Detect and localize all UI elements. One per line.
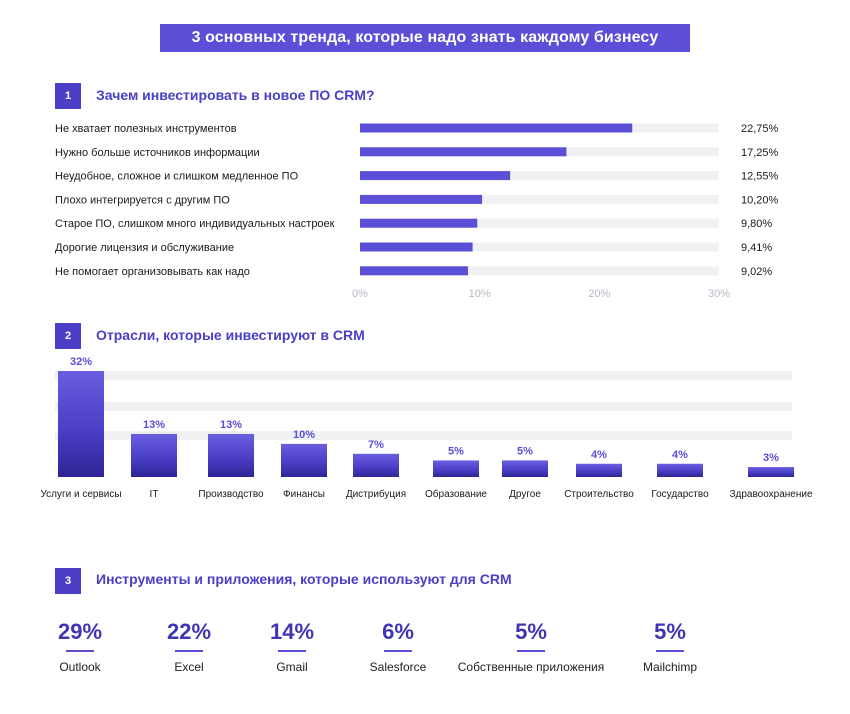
tool-percent: 22% (166, 619, 212, 644)
tool-stat-salesforce: 6% Salesforce (328, 619, 468, 674)
page-title: 3 основных тренда, которые надо знать ка… (160, 24, 690, 52)
category-label: Финансы (283, 489, 325, 500)
value-label: 32% (70, 356, 92, 368)
category-label: Неудобное, сложное и слишком медленное П… (55, 171, 299, 183)
category-label: Дорогие лицензия и обслуживание (55, 242, 234, 254)
value-label: 5% (448, 445, 464, 457)
tool-divider (175, 650, 203, 652)
bar (281, 443, 327, 477)
tool-stat-gmail: 14% Gmail (222, 619, 362, 674)
category-label: Государство (651, 489, 709, 500)
value-label: 9,02% (741, 266, 772, 278)
tool-stat-custom-apps: 5% Собственные приложения (456, 619, 606, 674)
value-label: 4% (591, 449, 607, 461)
category-label: Не помогает организовывать как надо (55, 266, 250, 278)
category-label: Производство (198, 489, 264, 500)
bar-track (360, 194, 719, 204)
bar (360, 242, 473, 252)
value-label: 10,20% (741, 194, 779, 206)
tool-divider (517, 650, 545, 652)
tool-percent: 5% (515, 619, 547, 644)
tool-stat-mailchimp: 5% Mailchimp (600, 619, 740, 674)
value-label: 4% (672, 449, 688, 461)
bar (502, 460, 548, 477)
value-label: 12,55% (741, 171, 779, 183)
tool-stat-outlook: 29% Outlook (10, 619, 150, 674)
tool-divider (278, 650, 306, 652)
tick-label: 10% (469, 288, 491, 300)
tick-label: 0% (352, 288, 368, 300)
value-label: 9,80% (741, 218, 772, 230)
tool-name: Gmail (276, 659, 308, 674)
bar (131, 433, 177, 477)
bar (208, 433, 254, 477)
section-3-badge: 3 (55, 568, 81, 594)
section-2-title: Отрасли, которые инвестируют в CRM (96, 327, 365, 343)
category-label: Здравоохранение (729, 489, 813, 500)
bar (748, 467, 794, 477)
category-label: Плохо интегрируется с другим ПО (55, 194, 230, 206)
tool-percent: 6% (382, 619, 414, 644)
value-label: 9,41% (741, 242, 772, 254)
tool-name: Salesforce (369, 659, 427, 674)
grid-band (55, 431, 792, 440)
bar-track (360, 171, 719, 181)
value-label: 5% (517, 445, 533, 457)
bar (360, 123, 633, 133)
value-label: 13% (143, 419, 165, 431)
value-label: 7% (368, 439, 384, 451)
tool-divider (66, 650, 94, 652)
section-3-title: Инструменты и приложения, которые исполь… (96, 571, 512, 587)
bar (360, 171, 511, 181)
tool-name: Excel (174, 659, 204, 674)
bar (58, 371, 104, 477)
value-label: 10% (293, 429, 315, 441)
bar-track (360, 242, 719, 252)
tool-percent: 14% (269, 619, 315, 644)
category-label: Другое (509, 489, 541, 500)
grid-band (55, 371, 792, 380)
tool-name: Outlook (59, 659, 101, 674)
bar (360, 147, 567, 157)
tool-percent: 29% (57, 619, 103, 644)
bar (657, 463, 703, 477)
bar-track (360, 218, 719, 228)
tool-percent: 5% (654, 619, 686, 644)
bar (360, 266, 468, 276)
tool-stat-excel: 22% Excel (119, 619, 259, 674)
tool-name: Собственные приложения (457, 659, 605, 674)
tool-divider (656, 650, 684, 652)
bar (360, 194, 483, 204)
tick-label: 30% (708, 288, 730, 300)
section-1-badge: 1 (55, 83, 81, 109)
category-label: Старое ПО, слишком много индивидуальных … (55, 218, 335, 230)
tool-divider (384, 650, 412, 652)
value-label: 3% (763, 452, 779, 464)
grid-band (55, 402, 792, 411)
category-label: Строительство (564, 489, 634, 500)
category-label: IT (150, 489, 159, 500)
section-2-badge: 2 (55, 323, 81, 349)
tick-label: 20% (588, 288, 610, 300)
bar (360, 218, 478, 228)
category-label: Не хватает полезных инструментов (55, 123, 237, 135)
bar (433, 460, 479, 477)
bar (576, 463, 622, 477)
bar-track (360, 266, 719, 276)
tool-name: Mailchimp (642, 659, 697, 674)
value-label: 22,75% (741, 123, 779, 135)
category-label: Нужно больше источников информации (55, 147, 260, 159)
value-label: 17,25% (741, 147, 779, 159)
category-label: Услуги и сервисы (40, 489, 121, 500)
category-label: Дистрибуция (346, 488, 406, 500)
category-label: Образование (425, 488, 487, 500)
value-label: 13% (220, 419, 242, 431)
section-1-title: Зачем инвестировать в новое ПО CRM? (96, 87, 375, 103)
bar (353, 453, 399, 477)
